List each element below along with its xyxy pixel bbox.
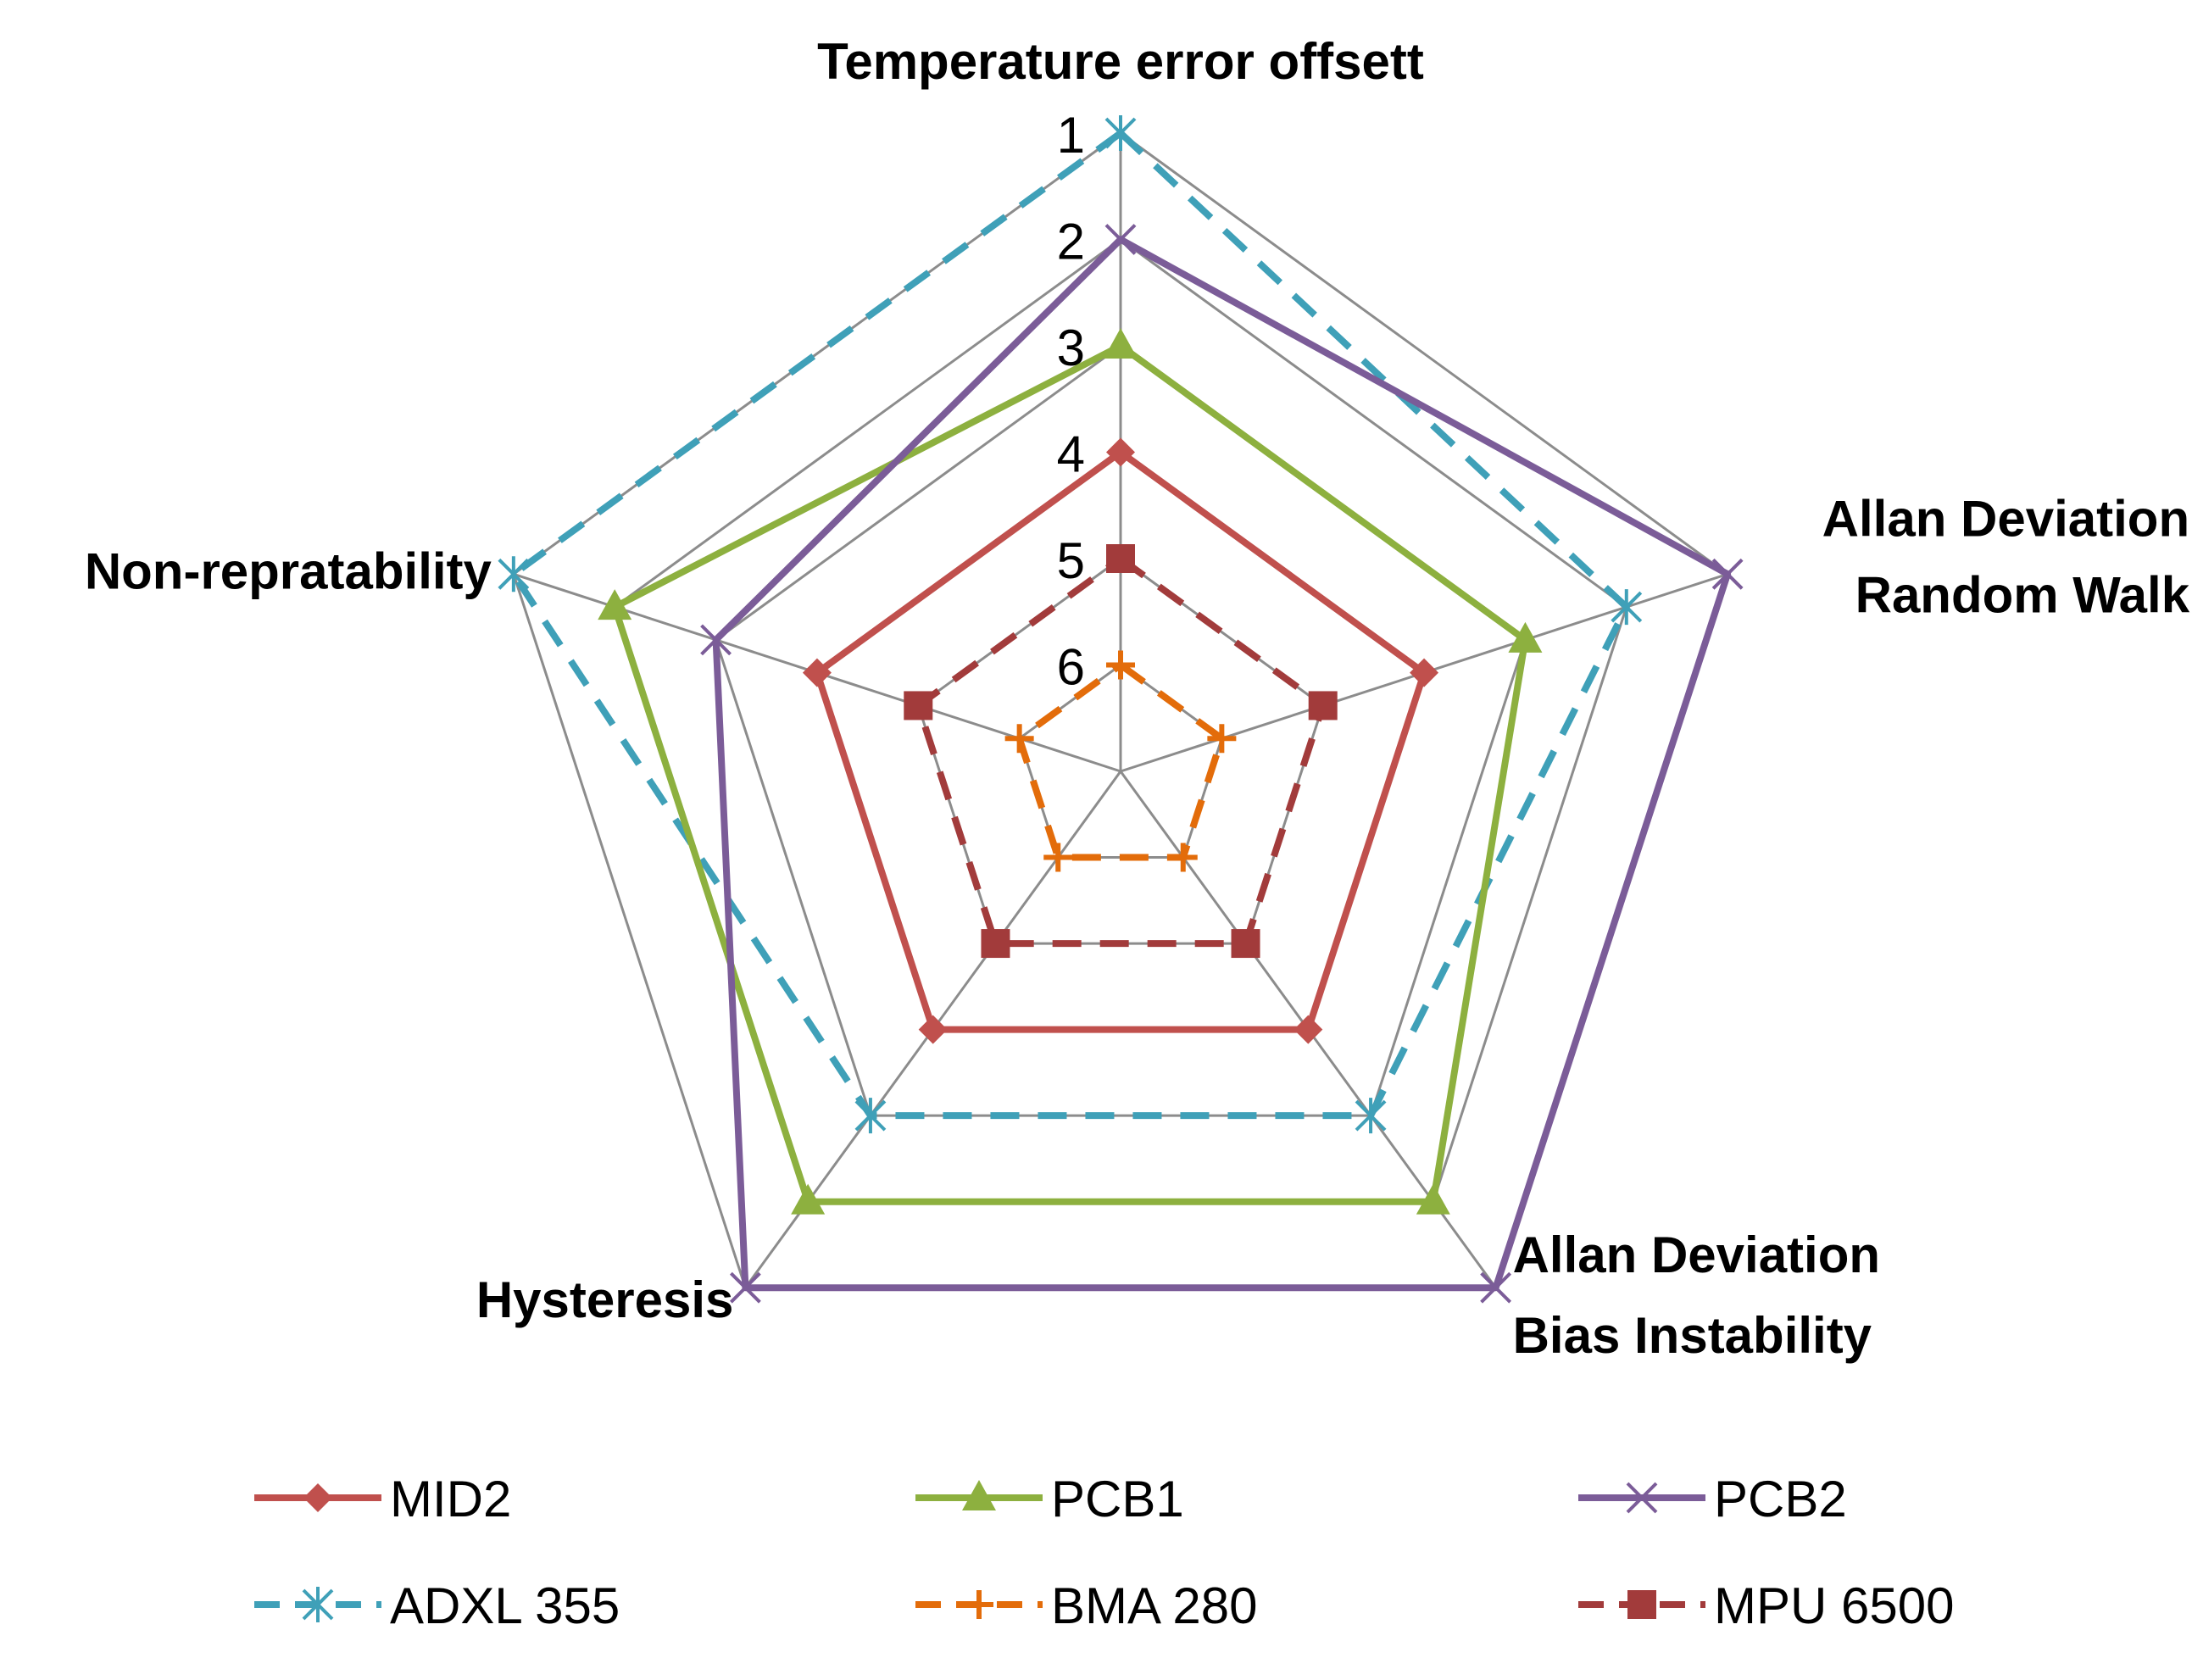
series-adxl-355 xyxy=(498,115,1643,1134)
axis-title-2-line-1: Bias Instability xyxy=(1513,1307,1872,1364)
point-bma-280-2 xyxy=(1168,843,1198,872)
series-line-adxl-355 xyxy=(509,130,1630,1120)
point-mpu-6500-2 xyxy=(1231,929,1260,959)
point-bma-280-4 xyxy=(1004,724,1034,754)
legend-label-bma-280: BMA 280 xyxy=(1051,1577,1258,1634)
legend-item-adxl-355: ADXL 355 xyxy=(254,1577,620,1634)
point-adxl-355-1 xyxy=(1611,589,1643,626)
point-bma-280-0 xyxy=(1106,650,1135,680)
grid xyxy=(512,131,1729,1289)
legend-item-bma-280: BMA 280 xyxy=(915,1577,1258,1634)
point-mid2-0 xyxy=(1106,437,1135,467)
legend-label-pcb1: PCB1 xyxy=(1051,1471,1184,1527)
axis-title-4-line-0: Non-repratability xyxy=(85,542,492,599)
point-pcb2-0 xyxy=(1104,224,1137,255)
point-adxl-355-2 xyxy=(1355,1098,1387,1134)
point-pcb1-0 xyxy=(1104,328,1138,359)
legend-marker-mpu-6500 xyxy=(1627,1590,1656,1619)
legend-item-mid2: MID2 xyxy=(254,1471,511,1527)
tick-label-2: 2 xyxy=(1057,214,1085,270)
point-mid2-4 xyxy=(802,658,832,687)
series-mpu-6500 xyxy=(904,544,1338,959)
axis-title-0-line-0: Temperature error offsett xyxy=(817,33,1424,90)
series-pcb1 xyxy=(598,328,1543,1215)
tick-label-6: 6 xyxy=(1057,639,1085,696)
point-mid2-3 xyxy=(918,1015,948,1044)
series-pcb2 xyxy=(700,224,1744,1304)
series-line-pcb1 xyxy=(611,342,1529,1205)
legend-item-pcb2: PCB2 xyxy=(1578,1471,1847,1527)
axis-title-3-line-0: Hysteresis xyxy=(476,1271,734,1328)
series xyxy=(498,115,1744,1304)
series-line-mpu-6500 xyxy=(915,555,1327,948)
point-mid2-2 xyxy=(1294,1015,1323,1044)
axis-title-1-line-1: Random Walk xyxy=(1855,566,2190,623)
tick-label-5: 5 xyxy=(1057,532,1085,589)
point-pcb1-1 xyxy=(1508,621,1543,653)
legend: MID2 PCB1 PCB2 ADXL 355 BMA 280 MPU 6500 xyxy=(254,1471,1954,1634)
point-mpu-6500-4 xyxy=(904,691,933,720)
series-line-mid2 xyxy=(813,448,1428,1033)
axis-titles: Temperature error offsett Allan Deviation… xyxy=(85,33,2190,1364)
legend-marker-pcb1 xyxy=(962,1480,996,1510)
point-pcb2-2 xyxy=(1480,1271,1512,1304)
legend-item-mpu-6500: MPU 6500 xyxy=(1578,1577,1954,1634)
point-pcb1-4 xyxy=(598,589,632,620)
tick-label-4: 4 xyxy=(1057,426,1085,483)
series-line-pcb2 xyxy=(712,236,1732,1292)
tick-label-1: 1 xyxy=(1057,107,1085,164)
point-mpu-6500-3 xyxy=(981,929,1010,959)
legend-marker-bma-280 xyxy=(965,1590,993,1619)
point-pcb1-2 xyxy=(1416,1183,1450,1215)
point-pcb2-1 xyxy=(1711,558,1744,590)
point-pcb1-3 xyxy=(791,1183,826,1215)
series-line-bma-280 xyxy=(1015,661,1226,861)
axis-title-1-line-0: Allan Deviation xyxy=(1822,490,2189,547)
legend-label-mpu-6500: MPU 6500 xyxy=(1714,1577,1954,1634)
point-mpu-6500-1 xyxy=(1308,691,1338,720)
series-bma-280 xyxy=(1004,650,1237,872)
series-mid2 xyxy=(802,437,1439,1044)
point-mpu-6500-0 xyxy=(1106,544,1135,573)
legend-label-mid2: MID2 xyxy=(390,1471,511,1527)
point-bma-280-1 xyxy=(1207,724,1237,754)
point-pcb2-3 xyxy=(729,1271,761,1304)
point-adxl-355-4 xyxy=(498,556,530,592)
legend-label-adxl-355: ADXL 355 xyxy=(390,1577,620,1634)
point-pcb2-4 xyxy=(700,624,732,656)
point-bma-280-3 xyxy=(1043,843,1073,872)
legend-marker-pcb2 xyxy=(1626,1482,1658,1514)
legend-marker-mid2 xyxy=(303,1483,332,1512)
point-adxl-355-3 xyxy=(854,1098,887,1134)
point-mid2-1 xyxy=(1410,658,1439,687)
axis-title-2-line-0: Allan Deviation xyxy=(1513,1227,1880,1283)
legend-label-pcb2: PCB2 xyxy=(1714,1471,1847,1527)
legend-item-pcb1: PCB1 xyxy=(915,1471,1184,1527)
point-adxl-355-0 xyxy=(1104,115,1137,151)
legend-marker-adxl-355 xyxy=(302,1587,334,1622)
